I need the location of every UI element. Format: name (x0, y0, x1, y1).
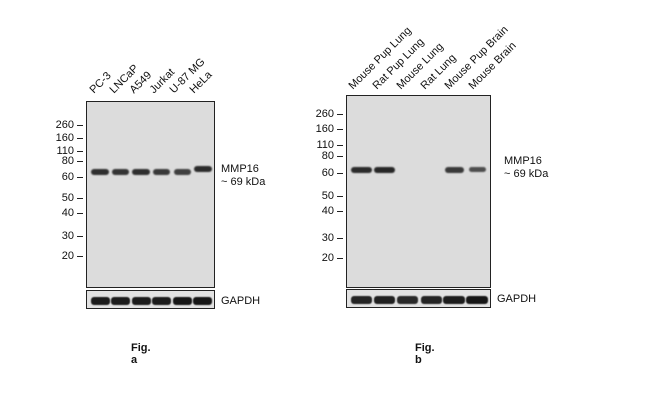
western-blot-b (346, 95, 491, 288)
marker-tick (337, 156, 343, 157)
gapdh-band (90, 297, 110, 305)
marker-tick (77, 198, 83, 199)
marker-label: 110 (316, 139, 334, 151)
marker-label: 30 (321, 232, 334, 244)
marker-label: 40 (321, 205, 334, 217)
gapdh-band (172, 297, 192, 305)
marker-label: 60 (61, 171, 74, 183)
gapdh-band (351, 296, 373, 304)
target-band (468, 167, 487, 173)
marker-label: 60 (321, 167, 334, 179)
marker-tick (77, 125, 83, 126)
marker-label: 260 (55, 119, 74, 131)
gapdh-band (193, 297, 213, 305)
gapdh-band (152, 297, 172, 305)
target-band (132, 169, 151, 175)
marker-tick (77, 138, 83, 139)
target-size-b: ~ 69 kDa (504, 168, 549, 180)
marker-label: 40 (61, 207, 74, 219)
target-band (351, 167, 372, 173)
marker-label: 20 (321, 252, 334, 264)
marker-tick (77, 256, 83, 257)
gapdh-band (374, 296, 396, 304)
lane-label: PC-3 (87, 69, 114, 96)
control-label-a: GAPDH (221, 295, 261, 307)
marker-tick (337, 238, 343, 239)
figure-caption-a: Fig. a (131, 342, 151, 366)
marker-label: 80 (321, 150, 334, 162)
control-label-b: GAPDH (497, 293, 537, 305)
target-band (193, 166, 212, 172)
marker-tick (337, 145, 343, 146)
western-blot-a (86, 101, 215, 288)
marker-tick (337, 114, 343, 115)
target-band (444, 167, 464, 173)
marker-label: 30 (61, 230, 74, 242)
marker-label: 50 (321, 190, 334, 202)
target-band (153, 169, 171, 175)
marker-tick (77, 213, 83, 214)
target-band (173, 169, 191, 175)
gapdh-band (466, 296, 489, 304)
marker-tick (337, 211, 343, 212)
marker-label: 20 (61, 250, 74, 262)
marker-tick (337, 129, 343, 130)
target-band (112, 169, 130, 175)
target-band (374, 167, 396, 173)
gapdh-band (131, 297, 151, 305)
target-label-a: MMP16 (221, 163, 259, 175)
gapdh-band (111, 297, 131, 305)
gapdh-band (443, 296, 466, 304)
marker-tick (337, 258, 343, 259)
marker-label: 80 (61, 155, 74, 167)
marker-tick (337, 173, 343, 174)
marker-label: 110 (56, 145, 74, 157)
figure-caption-b: Fig. b (415, 342, 435, 366)
gapdh-band (420, 296, 442, 304)
marker-label: 160 (55, 132, 74, 144)
gapdh-blot-a (86, 290, 215, 309)
marker-tick (337, 196, 343, 197)
marker-label: 50 (61, 192, 74, 204)
marker-label: 160 (315, 123, 334, 135)
marker-tick (77, 161, 83, 162)
marker-tick (77, 236, 83, 237)
gapdh-band (397, 296, 419, 304)
target-label-b: MMP16 (504, 155, 542, 167)
target-band (91, 169, 110, 175)
gapdh-blot-b (346, 289, 491, 308)
target-size-a: ~ 69 kDa (221, 176, 266, 188)
marker-tick (77, 151, 83, 152)
marker-tick (77, 177, 83, 178)
marker-label: 260 (315, 108, 334, 120)
